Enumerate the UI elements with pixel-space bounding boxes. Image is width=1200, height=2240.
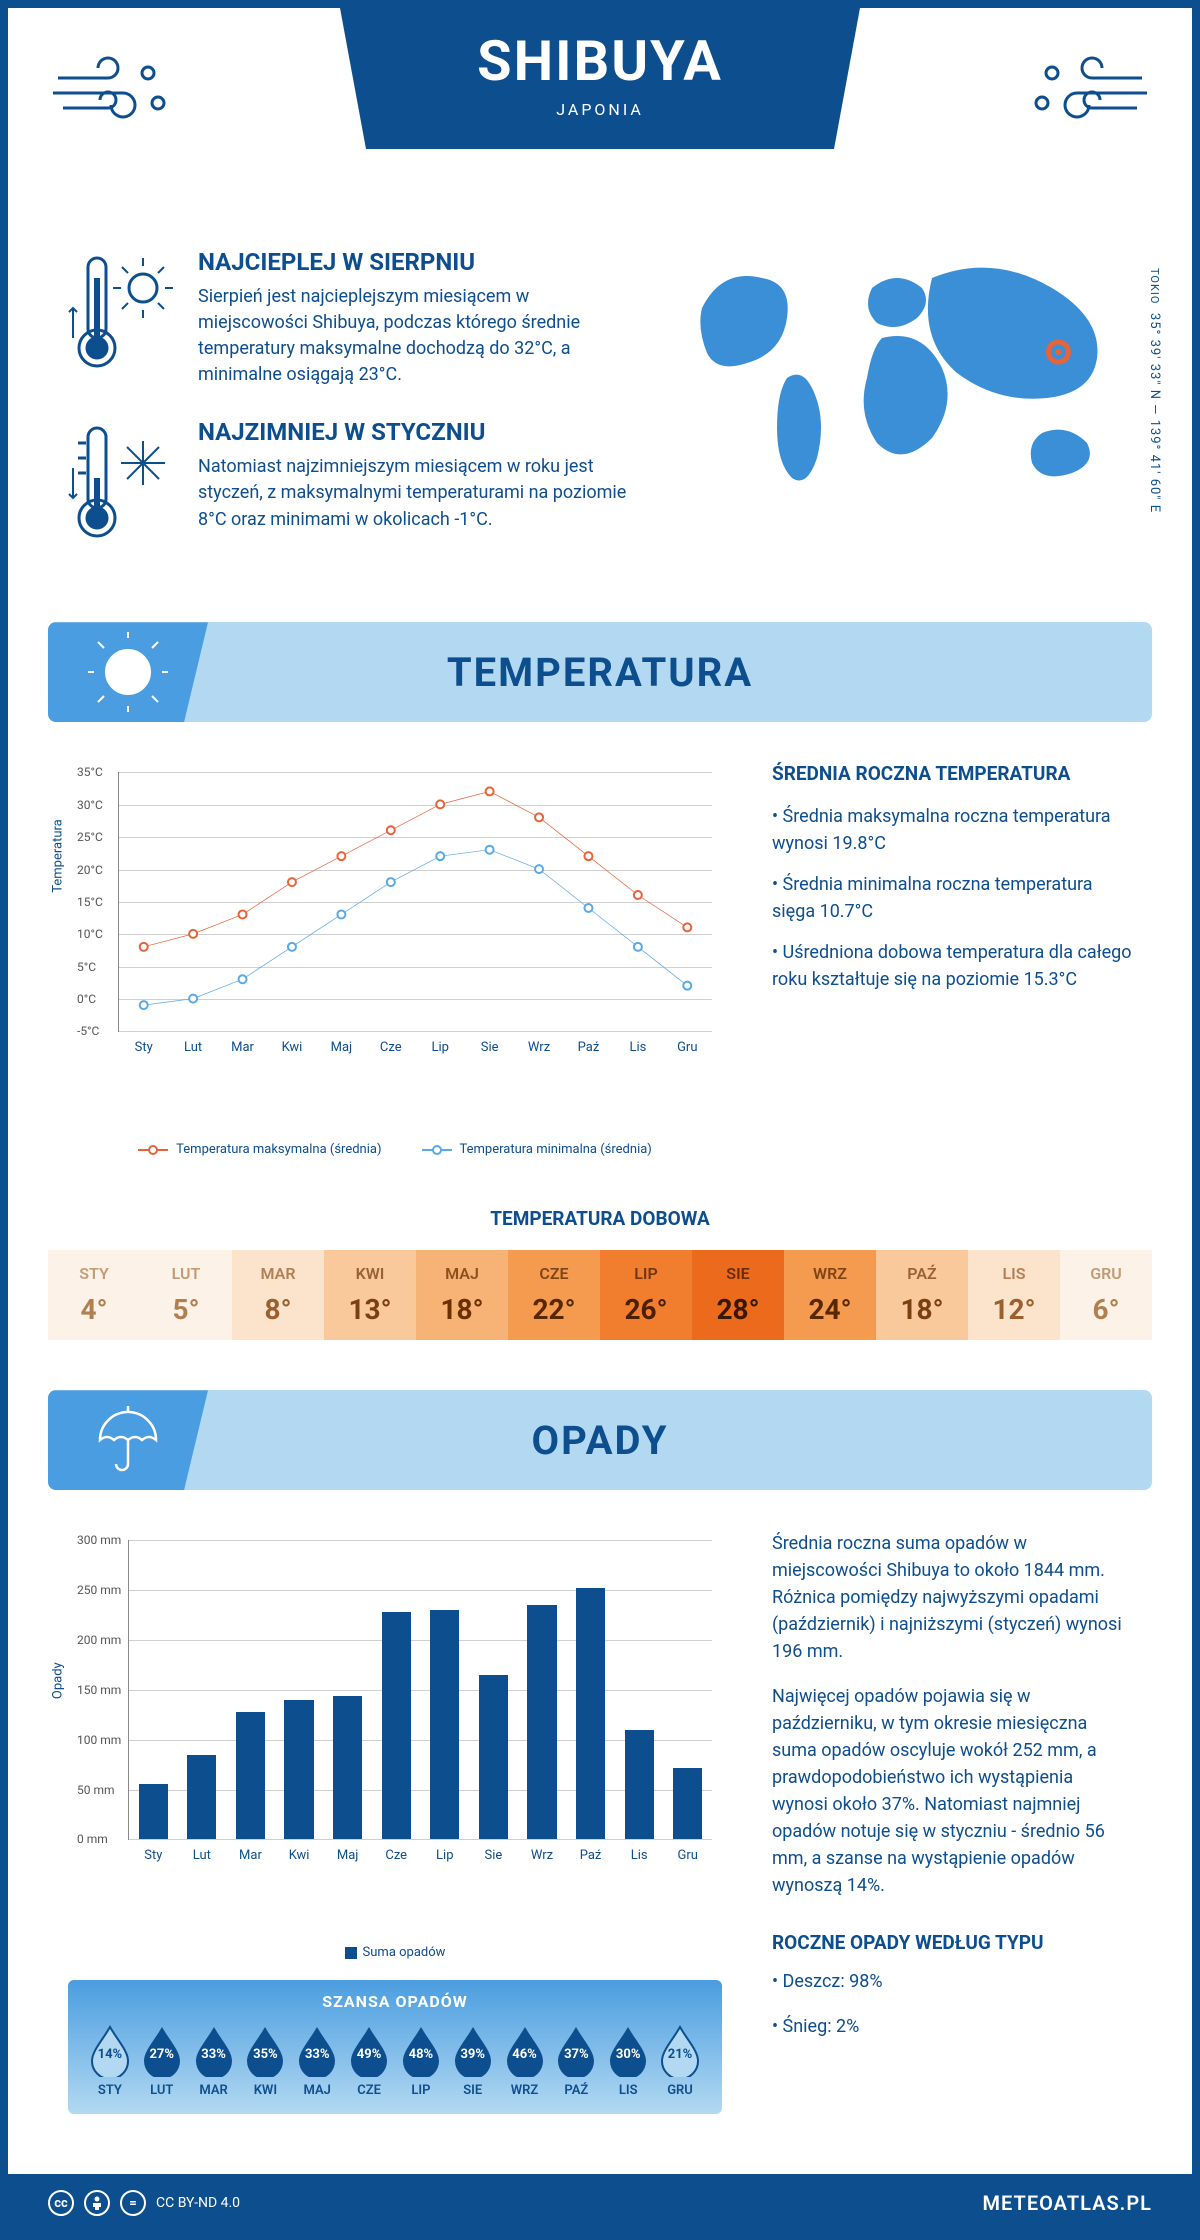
precip-bar: [430, 1610, 459, 1839]
precip-text-1: Średnia roczna suma opadów w miejscowośc…: [772, 1530, 1132, 1665]
precip-text-2: Najwięcej opadów pojawia się w październ…: [772, 1683, 1132, 1899]
rain-chance-item: 21% GRU: [654, 2023, 706, 2098]
rain-chance-item: 35% KWI: [239, 2023, 291, 2098]
temp-summary-bullet: • Średnia minimalna roczna temperatura s…: [772, 871, 1132, 925]
heatmap-cell: LIS 12°: [968, 1250, 1060, 1340]
header-banner: SHIBUYA JAPONIA: [340, 8, 860, 149]
precip-bar: [382, 1612, 411, 1839]
heatmap-cell: LIP 26°: [600, 1250, 692, 1340]
footer-brand: METEOATLAS.PL: [983, 2191, 1152, 2215]
temp-summary-title: ŚREDNIA ROCZNA TEMPERATURA: [772, 762, 1132, 785]
precip-bar: [139, 1784, 168, 1840]
heatmap-cell: SIE 28°: [692, 1250, 784, 1340]
temp-legend: Temperatura maksymalna (średnia) Tempera…: [68, 1142, 722, 1157]
coldest-text: Natomiast najzimniejszym miesiącem w rok…: [198, 454, 632, 532]
temperature-chart: Temperatura -5°C0°C5°C10°C15°C20°C25°C30…: [68, 762, 722, 1157]
license: cc = CC BY-ND 4.0: [48, 2190, 240, 2216]
world-map-icon: [672, 248, 1132, 508]
temperature-section-title: TEMPERATURA: [447, 649, 753, 696]
rain-chance-item: 49% CZE: [343, 2023, 395, 2098]
umbrella-icon: [48, 1390, 208, 1490]
thermometer-cold-icon: [68, 418, 178, 552]
heatmap-cell: PAŹ 18°: [876, 1250, 968, 1340]
rain-chance-item: 33% MAR: [188, 2023, 240, 2098]
rain-chance-item: 14% STY: [84, 2023, 136, 2098]
rain-chance-item: 46% WRZ: [499, 2023, 551, 2098]
coldest-title: NAJZIMNIEJ W STYCZNIU: [198, 418, 632, 446]
header: SHIBUYA JAPONIA: [8, 8, 1192, 228]
precip-bar: [673, 1768, 702, 1840]
rain-chance-item: 30% LIS: [602, 2023, 654, 2098]
temp-y-axis-label: Temperatura: [51, 820, 66, 893]
precip-text-column: Średnia roczna suma opadów w miejscowośc…: [772, 1530, 1132, 2114]
precip-legend: Suma opadów: [68, 1945, 722, 1960]
precip-bar-chart: Opady 0 mm50 mm100 mm150 mm200 mm250 mm3…: [68, 1530, 722, 1890]
precip-bar: [333, 1696, 362, 1840]
precip-section-title: OPADY: [532, 1417, 669, 1464]
world-map-wrap: TOKIO 35° 39' 33" N — 139° 41' 60" E: [672, 248, 1132, 582]
hottest-text: Sierpień jest najcieplejszym miesiącem w…: [198, 284, 632, 388]
precip-type-item: • Śnieg: 2%: [772, 2013, 1132, 2040]
sun-icon: [48, 622, 208, 722]
temperature-summary: ŚREDNIA ROCZNA TEMPERATURA • Średnia mak…: [772, 762, 1132, 1157]
legend-min: Temperatura minimalna (średnia): [422, 1142, 652, 1157]
rain-chance-item: 37% PAŹ: [550, 2023, 602, 2098]
precip-chart-column: Opady 0 mm50 mm100 mm150 mm200 mm250 mm3…: [68, 1530, 722, 2114]
temp-summary-bullet: • Uśredniona dobowa temperatura dla całe…: [772, 939, 1132, 993]
temp-summary-bullet: • Średnia maksymalna roczna temperatura …: [772, 803, 1132, 857]
heatmap-cell: KWI 13°: [324, 1250, 416, 1340]
infographic-page: SHIBUYA JAPONIA: [0, 0, 1200, 2240]
precip-bar: [479, 1675, 508, 1839]
temperature-content: Temperatura -5°C0°C5°C10°C15°C20°C25°C30…: [8, 722, 1192, 1187]
coldest-info: NAJZIMNIEJ W STYCZNIU Natomiast najzimni…: [68, 418, 632, 552]
precip-bar: [576, 1588, 605, 1839]
precip-by-type-title: ROCZNE OPADY WEDŁUG TYPU: [772, 1929, 1132, 1958]
wind-icon: [1012, 48, 1152, 142]
rain-chance-item: 27% LUT: [136, 2023, 188, 2098]
intro-text-column: NAJCIEPLEJ W SIERPNIU Sierpień jest najc…: [68, 248, 632, 582]
precip-y-axis-label: Opady: [51, 1663, 66, 1700]
intro-section: NAJCIEPLEJ W SIERPNIU Sierpień jest najc…: [8, 228, 1192, 622]
heatmap-cell: MAR 8°: [232, 1250, 324, 1340]
rain-chance-title: SZANSA OPADÓW: [84, 1992, 706, 2011]
rain-chance-box: SZANSA OPADÓW 14% STY 27% LUT 33% MAR 35…: [68, 1980, 722, 2114]
precip-bar: [236, 1712, 265, 1840]
cc-icon: cc: [48, 2190, 74, 2216]
by-icon: [84, 2190, 110, 2216]
country-subtitle: JAPONIA: [420, 100, 780, 119]
precip-bar: [527, 1605, 556, 1839]
daily-temp-title: TEMPERATURA DOBOWA: [8, 1207, 1192, 1230]
precip-bar: [187, 1755, 216, 1840]
precip-banner: OPADY: [48, 1390, 1152, 1490]
rain-chance-item: 48% LIP: [395, 2023, 447, 2098]
rain-chance-item: 39% SIE: [447, 2023, 499, 2098]
precip-content: Opady 0 mm50 mm100 mm150 mm200 mm250 mm3…: [8, 1490, 1192, 2134]
precip-type-item: • Deszcz: 98%: [772, 1968, 1132, 1995]
nd-icon: =: [120, 2190, 146, 2216]
coordinates: TOKIO 35° 39' 33" N — 139° 41' 60" E: [1147, 268, 1162, 513]
heatmap-cell: STY 4°: [48, 1250, 140, 1340]
heatmap-cell: GRU 6°: [1060, 1250, 1152, 1340]
daily-temp-heatmap: STY 4° LUT 5° MAR 8° KWI 13° MAJ 18° CZE…: [48, 1250, 1152, 1340]
legend-max: Temperatura maksymalna (średnia): [138, 1142, 381, 1157]
hottest-title: NAJCIEPLEJ W SIERPNIU: [198, 248, 632, 276]
thermometer-hot-icon: [68, 248, 178, 388]
heatmap-cell: CZE 22°: [508, 1250, 600, 1340]
heatmap-cell: LUT 5°: [140, 1250, 232, 1340]
rain-chance-item: 33% MAJ: [291, 2023, 343, 2098]
location-title: SHIBUYA: [420, 28, 780, 94]
precip-bar: [284, 1700, 313, 1840]
heatmap-cell: MAJ 18°: [416, 1250, 508, 1340]
wind-icon: [48, 48, 188, 142]
precip-bar: [625, 1730, 654, 1840]
heatmap-cell: WRZ 24°: [784, 1250, 876, 1340]
footer: cc = CC BY-ND 4.0 METEOATLAS.PL: [8, 2174, 1192, 2232]
temperature-banner: TEMPERATURA: [48, 622, 1152, 722]
hottest-info: NAJCIEPLEJ W SIERPNIU Sierpień jest najc…: [68, 248, 632, 388]
